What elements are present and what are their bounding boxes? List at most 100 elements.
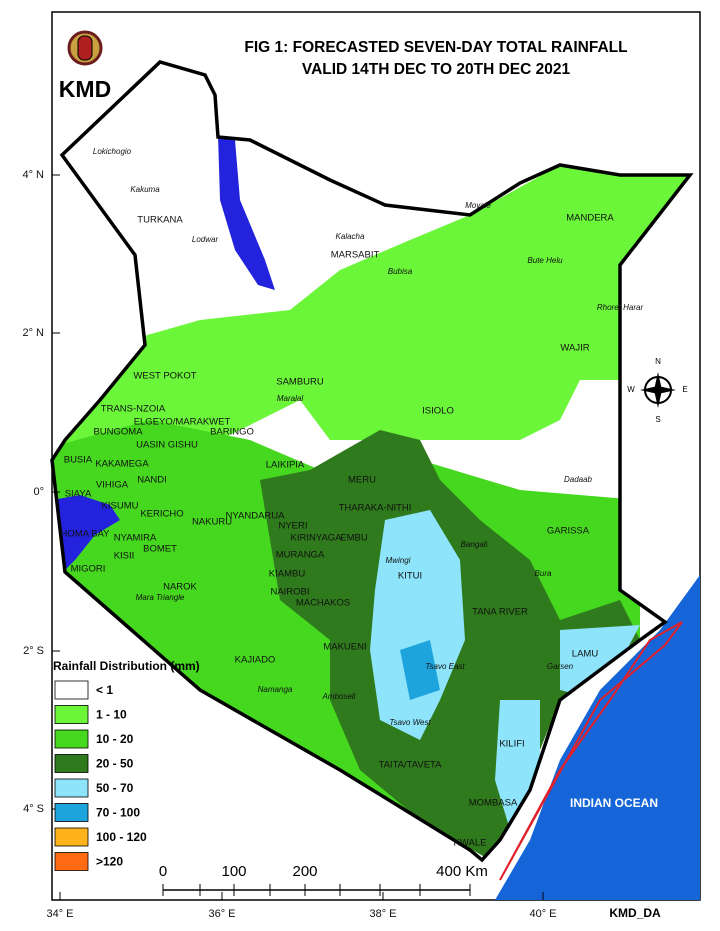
latitude-label: 2° S [23,645,44,657]
compass-letter: W [627,385,635,394]
map-title: VALID 14TH DEC TO 20TH DEC 2021 [302,61,571,78]
county-label: SAMBURU [276,377,324,388]
county-label: MANDERA [566,213,614,224]
town-label: Kalacha [336,232,365,241]
county-label: MIGORI [71,564,106,575]
legend-label: >120 [96,855,123,869]
town-label: Mwingi [386,556,411,565]
town-label: Mara Triangle [136,593,185,602]
legend-swatch [54,778,89,798]
compass-letter: E [682,385,687,394]
county-label: BUNGOMA [93,427,143,438]
county-label: KITUI [398,571,422,582]
legend-label: 100 - 120 [96,830,147,844]
compass [640,372,676,408]
compass-letter: S [655,415,660,424]
county-label: NYAMIRA [114,533,157,544]
territorial-boundary [499,621,683,881]
county-label: MURANGA [276,550,325,561]
county-label: WAJIR [560,343,589,354]
town-label: Bubisa [388,267,413,276]
scale-label: 100 [221,863,246,880]
map-title: FIG 1: FORECASTED SEVEN-DAY TOTAL RAINFA… [244,39,627,56]
legend-label: 10 - 20 [96,732,134,746]
legend-swatch [54,729,89,749]
legend-label: 20 - 50 [96,757,134,771]
scale-label: 0 [159,863,167,880]
county-label: MAKUENI [323,642,366,653]
town-label: Tsavo West [389,718,431,727]
town-label: Namanga [258,685,293,694]
scale-label: 200 [292,863,317,880]
town-label: Rhoref Harar [597,303,644,312]
county-label: MACHAKOS [296,598,350,609]
town-label: Amboseli [322,692,356,701]
county-label: KERICHO [140,509,183,520]
legend-swatch [54,803,89,822]
legend-title: Rainfall Distribution (mm) [53,659,200,673]
county-label: VIHIGA [96,480,129,491]
town-label: Moyale [465,201,491,210]
county-label: BARINGO [210,427,254,438]
county-label: KILIFI [499,739,524,750]
town-label: Lodwar [192,235,219,244]
county-label: NAIROBI [270,587,309,598]
county-label: KISII [114,551,135,562]
logo [67,30,103,66]
legend-label: < 1 [96,683,113,697]
county-label: UASIN GISHU [136,440,198,451]
legend-swatch [54,827,89,847]
county-label: NYANDARUA [226,511,286,522]
town-label: Kakuma [130,185,160,194]
county-label: KIAMBU [269,569,306,580]
legend-label: 1 - 10 [96,708,127,722]
town-label: Bangali [461,540,488,549]
ocean [495,575,700,900]
town-label: Maralal [277,394,303,403]
county-label: TRANS-NZOIA [101,404,166,415]
county-label: NAROK [163,582,197,593]
county-label: MARSABIT [331,250,380,261]
longitude-label: 38° E [369,908,396,920]
town-label: Tsavo East [425,662,465,671]
town-label: Bute Helu [527,256,563,265]
scale-label: 400 Km [436,863,488,880]
county-label: KISUMU [102,501,139,512]
county-label: KIRINYAGA [290,533,342,544]
county-label: NAKURU [192,517,232,528]
county-label: KWALE [454,838,487,849]
county-label: BOMET [143,544,177,555]
town-label: Bura [535,569,552,578]
agency-name: KMD [59,76,111,102]
legend-swatch [54,754,89,773]
legend-label: 70 - 100 [96,806,140,820]
longitude-label: 34° E [46,908,73,920]
latitude-label: 2° N [22,327,44,339]
county-label: ISIOLO [422,406,454,417]
town-label: Garsen [547,662,574,671]
latitude-label: 4° S [23,803,44,815]
county-label: WEST POKOT [133,371,196,382]
county-label: LAMU [572,649,599,660]
county-label: BUSIA [64,455,93,466]
latitude-label: 4° N [22,169,44,181]
county-label: NYERI [278,521,307,532]
county-label: TURKANA [137,215,183,226]
county-label: NANDI [137,475,167,486]
county-label: MOMBASA [469,798,518,809]
county-label: SIAYA [65,489,92,500]
county-label: EMBU [340,533,368,544]
town-label: Lokichogio [93,147,132,156]
ocean-label: INDIAN OCEAN [570,796,658,810]
longitude-label: 40° E [529,908,556,920]
county-label: HOMA BAY [61,529,111,540]
legend-swatch [54,852,89,871]
legend-swatch [54,705,89,724]
town-label: Dadaab [564,475,593,484]
county-label: TAITA/TAVETA [379,760,443,771]
longitude-label: 36° E [208,908,235,920]
latitude-label: 0° [33,486,44,498]
legend-label: 50 - 70 [96,781,134,795]
county-label: MERU [348,475,376,486]
